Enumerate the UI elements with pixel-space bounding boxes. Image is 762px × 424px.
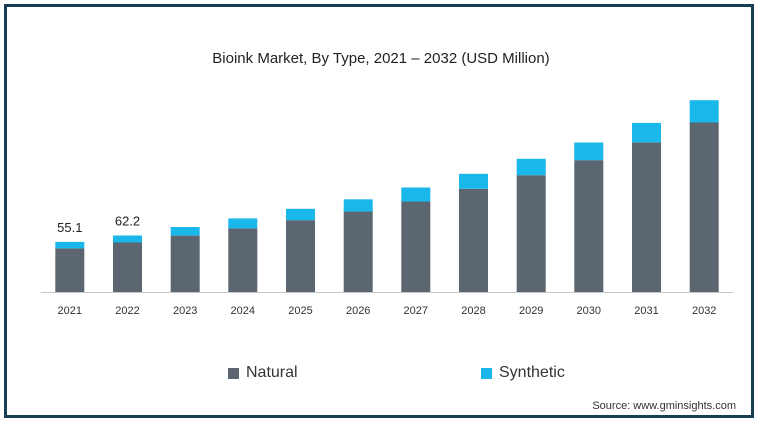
legend-label-synthetic: Synthetic [499,364,565,381]
chart-title: Bioink Market, By Type, 2021 – 2032 (USD… [212,50,550,67]
chart-frame [4,4,754,418]
legend-swatch-synthetic [481,367,492,379]
bar-natural-2032 [689,122,719,292]
x-tick-label-2032: 2032 [692,305,716,317]
x-tick-label-2027: 2027 [404,305,428,317]
x-tick-label-2021: 2021 [58,305,82,317]
legend-item-synthetic: Synthetic [481,364,565,382]
bar-natural-2025 [286,220,315,292]
x-tick-label-2031: 2031 [634,305,658,317]
data-label-2021: 55.1 [57,220,82,235]
legend-label-natural: Natural [246,364,298,381]
bar-synthetic-2026 [343,199,373,212]
bar-synthetic-2025 [286,208,315,221]
bar-synthetic-2022 [113,235,142,243]
legend-swatch-natural [228,367,239,379]
bar-natural-2022 [113,242,142,292]
x-tick-label-2022: 2022 [115,305,139,317]
x-tick-label-2024: 2024 [231,305,255,317]
bar-synthetic-2031 [632,122,661,143]
bar-synthetic-2027 [401,187,431,202]
x-tick-label-2025: 2025 [288,305,312,317]
x-tick-label-2023: 2023 [173,305,197,317]
x-tick-label-2030: 2030 [577,305,601,317]
bar-synthetic-2021 [55,241,85,249]
bar-natural-2023 [170,235,200,292]
bar-natural-2027 [401,201,431,292]
bar-synthetic-2028 [459,173,488,189]
source-note: Source: www.gminsights.com [592,400,736,412]
x-tick-label-2026: 2026 [346,305,370,317]
bar-natural-2031 [632,142,661,292]
x-tick-label-2028: 2028 [461,305,485,317]
bar-synthetic-2032 [689,100,719,123]
x-tick-label-2029: 2029 [519,305,543,317]
bar-natural-2021 [55,248,85,292]
bar-synthetic-2030 [574,142,604,161]
bar-synthetic-2029 [516,158,546,176]
data-label-2022: 62.2 [115,214,140,229]
bar-natural-2030 [574,160,604,292]
bar-natural-2028 [459,188,488,292]
bar-natural-2029 [516,175,546,292]
legend-item-natural: Natural [228,364,298,382]
bar-natural-2024 [228,228,258,292]
bar-synthetic-2024 [228,218,258,229]
bar-synthetic-2023 [170,227,200,236]
bar-natural-2026 [343,211,373,292]
